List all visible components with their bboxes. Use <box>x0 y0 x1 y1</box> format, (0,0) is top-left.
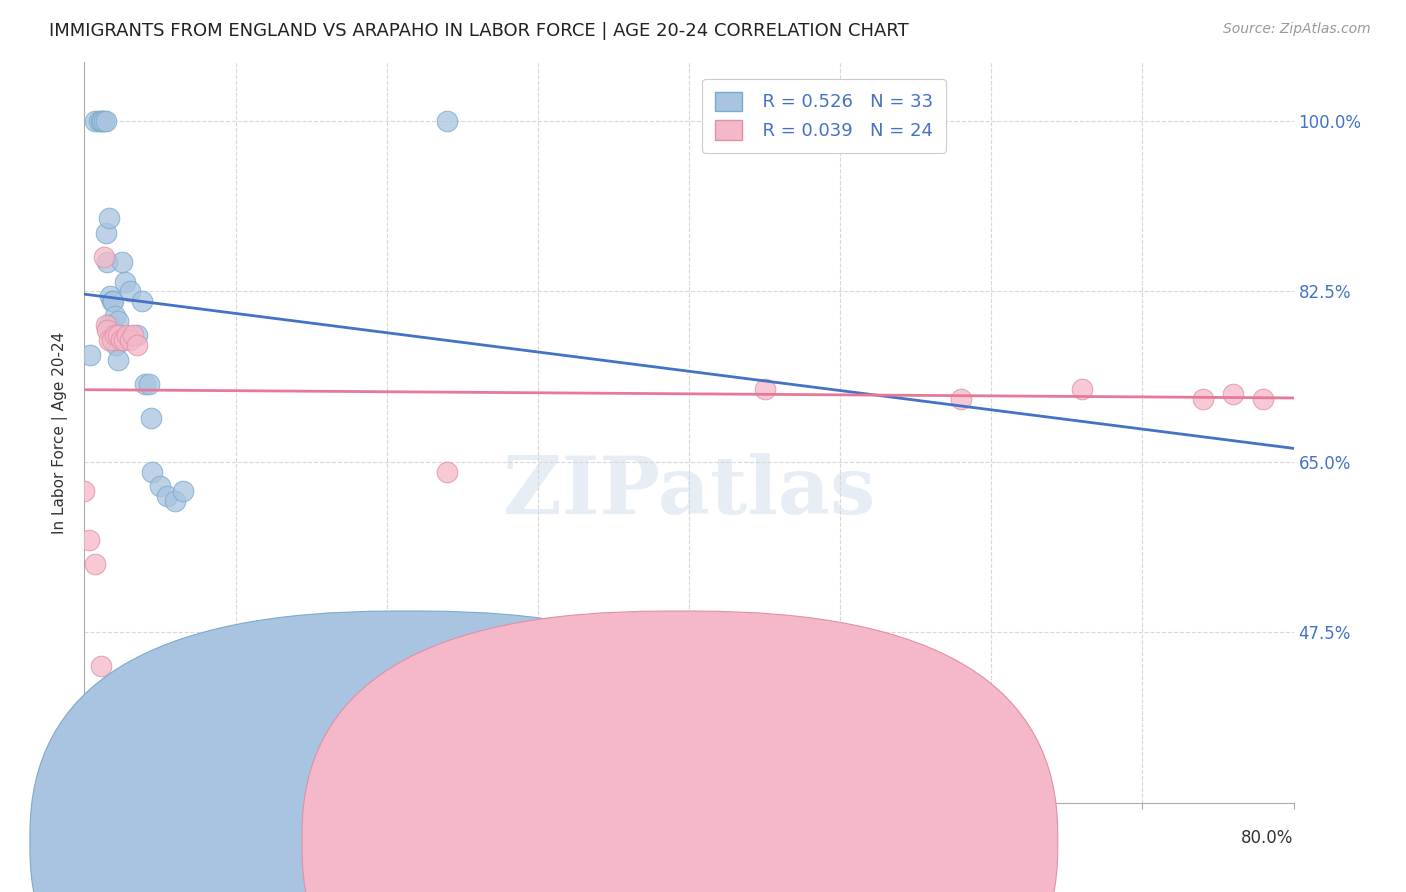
Point <box>115 328 138 343</box>
Point <box>1071 382 1094 396</box>
Point <box>77 533 100 547</box>
Point <box>950 392 973 406</box>
Text: Source: ZipAtlas.com: Source: ZipAtlas.com <box>1223 22 1371 37</box>
Point <box>91 114 114 128</box>
Point <box>138 376 160 391</box>
Point <box>105 338 128 352</box>
Point <box>139 411 162 425</box>
Point <box>436 465 458 479</box>
Point <box>97 333 120 347</box>
Point <box>97 318 120 333</box>
Point <box>93 114 115 128</box>
Point <box>101 294 124 309</box>
Text: Immigrants from England: Immigrants from England <box>429 832 641 850</box>
FancyBboxPatch shape <box>30 611 786 892</box>
Point <box>1192 392 1215 406</box>
Point <box>1222 386 1244 401</box>
Point <box>118 333 141 347</box>
Point <box>96 323 118 337</box>
Point <box>107 313 129 327</box>
Text: IMMIGRANTS FROM ENGLAND VS ARAPAHO IN LABOR FORCE | AGE 20-24 CORRELATION CHART: IMMIGRANTS FROM ENGLAND VS ARAPAHO IN LA… <box>49 22 908 40</box>
Point <box>98 289 121 303</box>
Point <box>93 250 115 264</box>
FancyBboxPatch shape <box>302 611 1057 892</box>
Point <box>149 479 172 493</box>
Point <box>104 328 127 343</box>
Text: 0.0%: 0.0% <box>84 829 127 847</box>
Point <box>84 114 107 128</box>
Point <box>172 484 194 499</box>
Point <box>79 348 101 362</box>
Point <box>134 376 156 391</box>
Point <box>100 333 122 347</box>
Point <box>94 318 117 333</box>
Point <box>108 328 131 343</box>
Y-axis label: In Labor Force | Age 20-24: In Labor Force | Age 20-24 <box>52 332 69 533</box>
Point <box>156 489 179 503</box>
Point <box>127 338 149 352</box>
Point <box>141 465 163 479</box>
Point <box>73 484 96 499</box>
Point <box>127 328 149 343</box>
Point <box>436 114 458 128</box>
Point <box>112 333 135 347</box>
Point <box>1253 392 1275 406</box>
Point <box>754 382 776 396</box>
Point <box>94 226 117 240</box>
Legend:   R = 0.526   N = 33,   R = 0.039   N = 24: R = 0.526 N = 33, R = 0.039 N = 24 <box>703 78 946 153</box>
Point <box>165 493 187 508</box>
Point <box>111 255 134 269</box>
Point <box>121 328 143 343</box>
Point <box>107 352 129 367</box>
Text: ZIPatlas: ZIPatlas <box>503 453 875 531</box>
Point <box>90 114 112 128</box>
Point <box>96 255 118 269</box>
Point <box>90 659 112 673</box>
Point <box>114 275 136 289</box>
Point <box>107 328 129 343</box>
Point <box>104 309 127 323</box>
Point <box>84 557 107 571</box>
Text: 80.0%: 80.0% <box>1241 829 1294 847</box>
Point <box>89 114 111 128</box>
Text: Arapaho: Arapaho <box>702 832 770 850</box>
Point <box>94 114 117 128</box>
Point <box>110 333 132 347</box>
Point <box>118 285 141 299</box>
Point <box>97 211 120 226</box>
Point <box>131 294 153 309</box>
Point <box>100 294 122 309</box>
